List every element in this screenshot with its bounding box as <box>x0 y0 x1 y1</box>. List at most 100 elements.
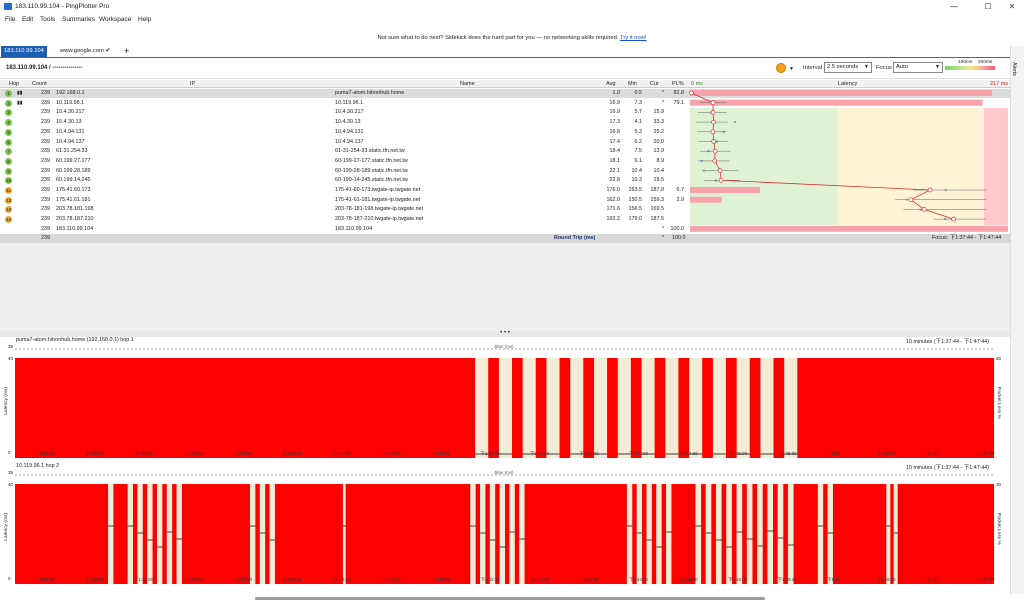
time-tick: 下1:39:30 <box>183 451 203 456</box>
received-sample <box>784 358 798 458</box>
time-tick: 下1:46:30 <box>876 577 896 582</box>
current-marker: × <box>944 188 947 194</box>
cell-cur: 10.4 <box>653 167 665 174</box>
maximize-button[interactable]: ☐ <box>984 2 992 11</box>
pause-icon[interactable] <box>776 63 786 73</box>
pl-max-label: 30 <box>996 356 1002 361</box>
col-hop[interactable]: Hop <box>9 81 20 87</box>
table-row[interactable]: 8 239 60.199.27.177 60-199-27-177.static.tf… <box>0 157 1010 166</box>
table-row[interactable]: 9 239 60.199.28.189 60-199-28-189.static.tf… <box>0 167 1010 176</box>
cell-avg: 22.8 <box>609 177 621 184</box>
banner-text: Not sure what to do next? Sidekick does … <box>377 35 619 41</box>
latency-history-graph[interactable] <box>15 470 995 588</box>
cell-cur: 13.9 <box>653 148 665 155</box>
current-marker: × <box>700 159 703 165</box>
time-tick: 下1:41:00 <box>332 577 352 582</box>
cell-name: 61-31-254-33.static.tfn.net.tw <box>335 148 405 155</box>
table-row[interactable]: 10 239 60.199.14.245 60-199-14-245.static.t… <box>0 176 1010 185</box>
received-sample <box>137 484 143 584</box>
scale-100-label: 100ms <box>958 60 973 65</box>
cell-avg: 16.9 <box>609 109 621 116</box>
table-row[interactable]: 2 ▮▮ 239 10.119.96.1 10.119.96.1 16.9 7.3 * 79.1 <box>0 99 1010 108</box>
col-zero-ms: 0 ms <box>691 81 703 87</box>
menu-workspace[interactable]: Workspace <box>99 16 132 23</box>
minimize-button[interactable]: — <box>950 2 958 11</box>
hop-badge: 9 <box>5 167 12 175</box>
col-name[interactable]: Name <box>460 81 475 87</box>
y-top-label: 35 <box>8 344 14 349</box>
menu-edit[interactable]: Edit <box>22 16 34 23</box>
menu-file[interactable]: File <box>5 16 16 23</box>
cell-name: 60-199-28-189.static.tfn.net.tw <box>335 167 408 174</box>
avg-latency-point <box>717 168 723 173</box>
side-panel-strip <box>1010 46 1024 594</box>
table-row[interactable]: 14 239 203.78.187.210 203-78-187-210.twgate… <box>0 215 1010 224</box>
menu-tools[interactable]: Tools <box>40 16 56 23</box>
cell-min: 7.3 <box>634 99 643 106</box>
focus-select[interactable]: Auto ▼ <box>893 62 943 73</box>
cell-ip: 10.4.94.137 <box>56 138 85 145</box>
col-latency[interactable]: Latency <box>838 81 858 87</box>
table-row[interactable]: 6 239 10.4.94.137 10.4.94.137 17.4 6.2 20.0 <box>0 138 1010 147</box>
target-bar <box>0 60 1010 79</box>
cell-cur: * <box>661 99 664 106</box>
chevron-down-icon[interactable]: ▼ <box>789 66 794 72</box>
col-min[interactable]: Min <box>628 81 637 87</box>
table-row[interactable]: 13 239 203.78.181.198 203-78-181-198.twgate… <box>0 205 1010 214</box>
cell-cur: 187.8 <box>650 187 665 193</box>
time-tick: 下1:47:30 <box>975 451 995 456</box>
table-row[interactable]: 3 239 10.4.30.217 10.4.30.217 16.9 5.7 15.9 <box>0 108 1010 117</box>
col-avg[interactable]: Avg <box>606 81 616 87</box>
pane-splitter[interactable]: • • • <box>0 330 1010 337</box>
current-marker: × <box>905 198 908 204</box>
cell-ip: 192.168.0.1 <box>56 90 85 96</box>
received-sample <box>522 358 536 458</box>
interval-select[interactable]: 2.5 seconds ▼ <box>824 62 872 73</box>
banner-link[interactable]: Try it now! <box>620 35 647 41</box>
received-sample <box>886 484 891 584</box>
table-row[interactable]: 7 239 61.31.254.33 61-31-254-33.static.tfn.… <box>0 147 1010 156</box>
cell-count: 239 <box>41 206 50 213</box>
menu-bar <box>0 13 1024 25</box>
time-scrollbar-thumb[interactable] <box>255 597 765 600</box>
table-row[interactable]: 1 ▮▮ 239 192.168.0.1 puma7-atom.hitronhub.ho… <box>0 89 1010 98</box>
packet-loss-bar <box>690 90 993 96</box>
avg-latency-point <box>908 197 914 203</box>
latency-history-graph[interactable] <box>15 344 995 462</box>
time-tick: 下1:43:00 <box>530 577 550 582</box>
col-cur[interactable]: Cur <box>650 81 659 87</box>
cell-min: 4.1 <box>634 119 643 126</box>
table-row[interactable]: 11 239 175.41.60.173 175-41-60-173.twgate-i… <box>0 186 1010 195</box>
menu-summaries[interactable]: Summaries <box>62 16 95 23</box>
time-tick: 下1:46 <box>827 451 840 456</box>
y-zero-label: 0 <box>8 576 11 581</box>
time-tick: 下1:42:00 <box>431 577 451 582</box>
col-pl[interactable]: PL% <box>672 81 684 87</box>
alerts-tab[interactable]: Alerts <box>1011 62 1017 77</box>
close-button[interactable]: ✕ <box>1008 2 1016 11</box>
table-row[interactable]: 4 239 10.4.30.13 10.4.30.13 17.3 4.1 33.3 <box>0 118 1010 127</box>
tab-target-active[interactable]: 183.110.99.104 <box>1 46 47 57</box>
bar-chart-icon[interactable]: ▮▮ <box>17 90 23 96</box>
bar-chart-icon[interactable]: ▮▮ <box>17 99 23 106</box>
cell-count: 239 <box>41 90 50 96</box>
table-row[interactable]: 239 183.110.99.104 183.110.99.104 * 100.0 <box>0 225 1010 234</box>
interval-value: 2.5 seconds <box>827 64 859 70</box>
cell-avg: 1.0 <box>612 90 621 96</box>
cell-min: 6.2 <box>634 138 643 145</box>
tab-google[interactable]: www.google.com ✔ <box>60 48 111 54</box>
table-row[interactable]: 5 239 10.4.94.131 10.4.94.131 16.8 5.3 25.2 <box>0 128 1010 137</box>
table-row[interactable]: 12 239 175.41.61.181 175-41-61-181.twgate-i… <box>0 196 1010 205</box>
cell-cur: 15.9 <box>653 109 665 116</box>
hop-badge: 3 <box>5 109 12 117</box>
col-ip[interactable]: IP <box>190 81 196 87</box>
add-tab-button[interactable]: + <box>124 46 130 56</box>
cell-cur: 20.0 <box>653 138 665 145</box>
received-sample <box>666 484 672 584</box>
total-cur: * <box>661 235 664 241</box>
cell-cur: 19.5 <box>653 177 665 184</box>
received-sample <box>249 484 256 584</box>
menu-help[interactable]: Help <box>138 16 152 23</box>
cell-ip: 10.119.96.1 <box>56 99 85 106</box>
col-count[interactable]: Count <box>32 81 47 87</box>
